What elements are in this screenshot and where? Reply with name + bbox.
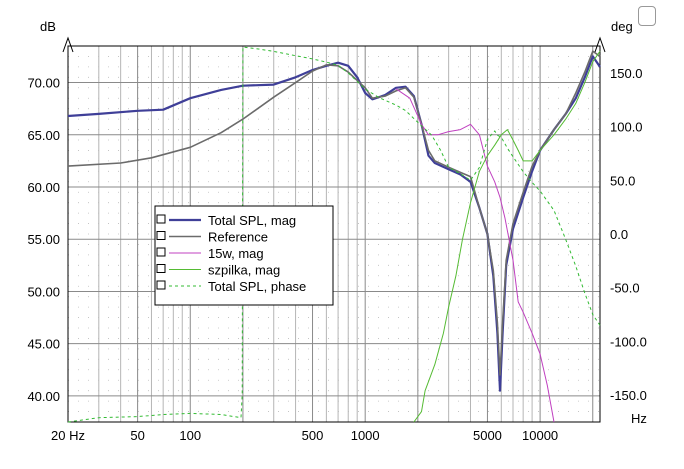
- y-right-tick-label: 150.0: [610, 66, 643, 81]
- y-axis-arrow: [62, 36, 74, 53]
- legend-label: 15w, mag: [208, 246, 264, 261]
- legend-label: Reference: [208, 230, 268, 245]
- y-left-tick-label: 65.00: [27, 128, 60, 143]
- series-line: [67, 46, 601, 423]
- x-tick-label: 5000: [473, 428, 502, 443]
- legend-box: [154, 205, 334, 306]
- series-line: [67, 50, 601, 376]
- settings-checkbox[interactable]: [638, 6, 656, 26]
- series-line: [395, 88, 555, 423]
- y-left-tick-label: 45.00: [27, 337, 60, 352]
- y-left-tick-label: 40.00: [27, 389, 60, 404]
- x-tick-label: 50: [130, 428, 144, 443]
- series-lines: [67, 46, 601, 423]
- y-right-tick-label: -50.0: [610, 281, 640, 296]
- plot-frame: [67, 45, 601, 423]
- legend-label: Total SPL, phase: [208, 279, 306, 294]
- y-right-unit-label: deg: [611, 19, 633, 34]
- axes: 20 Hz 50 100 500 1000 5000 10000 40.00 45.00 50.0…: [27, 36, 647, 443]
- legend-checkbox[interactable]: [156, 214, 166, 224]
- legend-checkbox[interactable]: [156, 247, 166, 257]
- y-left-tick-label: 60.00: [27, 180, 60, 195]
- series-line: [67, 55, 601, 392]
- x-tick-label: 100: [179, 428, 201, 443]
- legend-checkbox[interactable]: [156, 264, 166, 273]
- legend-label: Total SPL, mag: [208, 213, 296, 228]
- x-unit-label: Hz: [631, 411, 647, 426]
- legend-checkbox[interactable]: [156, 280, 166, 290]
- legend-label: szpilka, mag: [208, 263, 280, 278]
- y-left-tick-label: 50.00: [27, 284, 60, 299]
- x-tick-label: 500: [302, 428, 324, 443]
- y-right-tick-label: 100.0: [610, 120, 643, 135]
- legend-checkbox[interactable]: [156, 231, 166, 240]
- x-tick-label: 1000: [351, 428, 380, 443]
- x-tick-label: 20 Hz: [51, 428, 85, 443]
- y-right-tick-label: -100.0: [610, 334, 647, 349]
- y-left-tick-label: 70.00: [27, 76, 60, 91]
- y-right-tick-label: 0.0: [610, 227, 628, 242]
- y-left-tick-label: 55.00: [27, 232, 60, 247]
- y-right-axis-arrow: [594, 36, 606, 53]
- series-line: [413, 50, 601, 423]
- y-left-unit-label: dB: [40, 19, 56, 34]
- y-right-tick-label: -150.0: [610, 388, 647, 403]
- x-tick-label: 10000: [522, 428, 558, 443]
- y-right-tick-label: 50.0: [610, 173, 635, 188]
- grid: [67, 45, 600, 423]
